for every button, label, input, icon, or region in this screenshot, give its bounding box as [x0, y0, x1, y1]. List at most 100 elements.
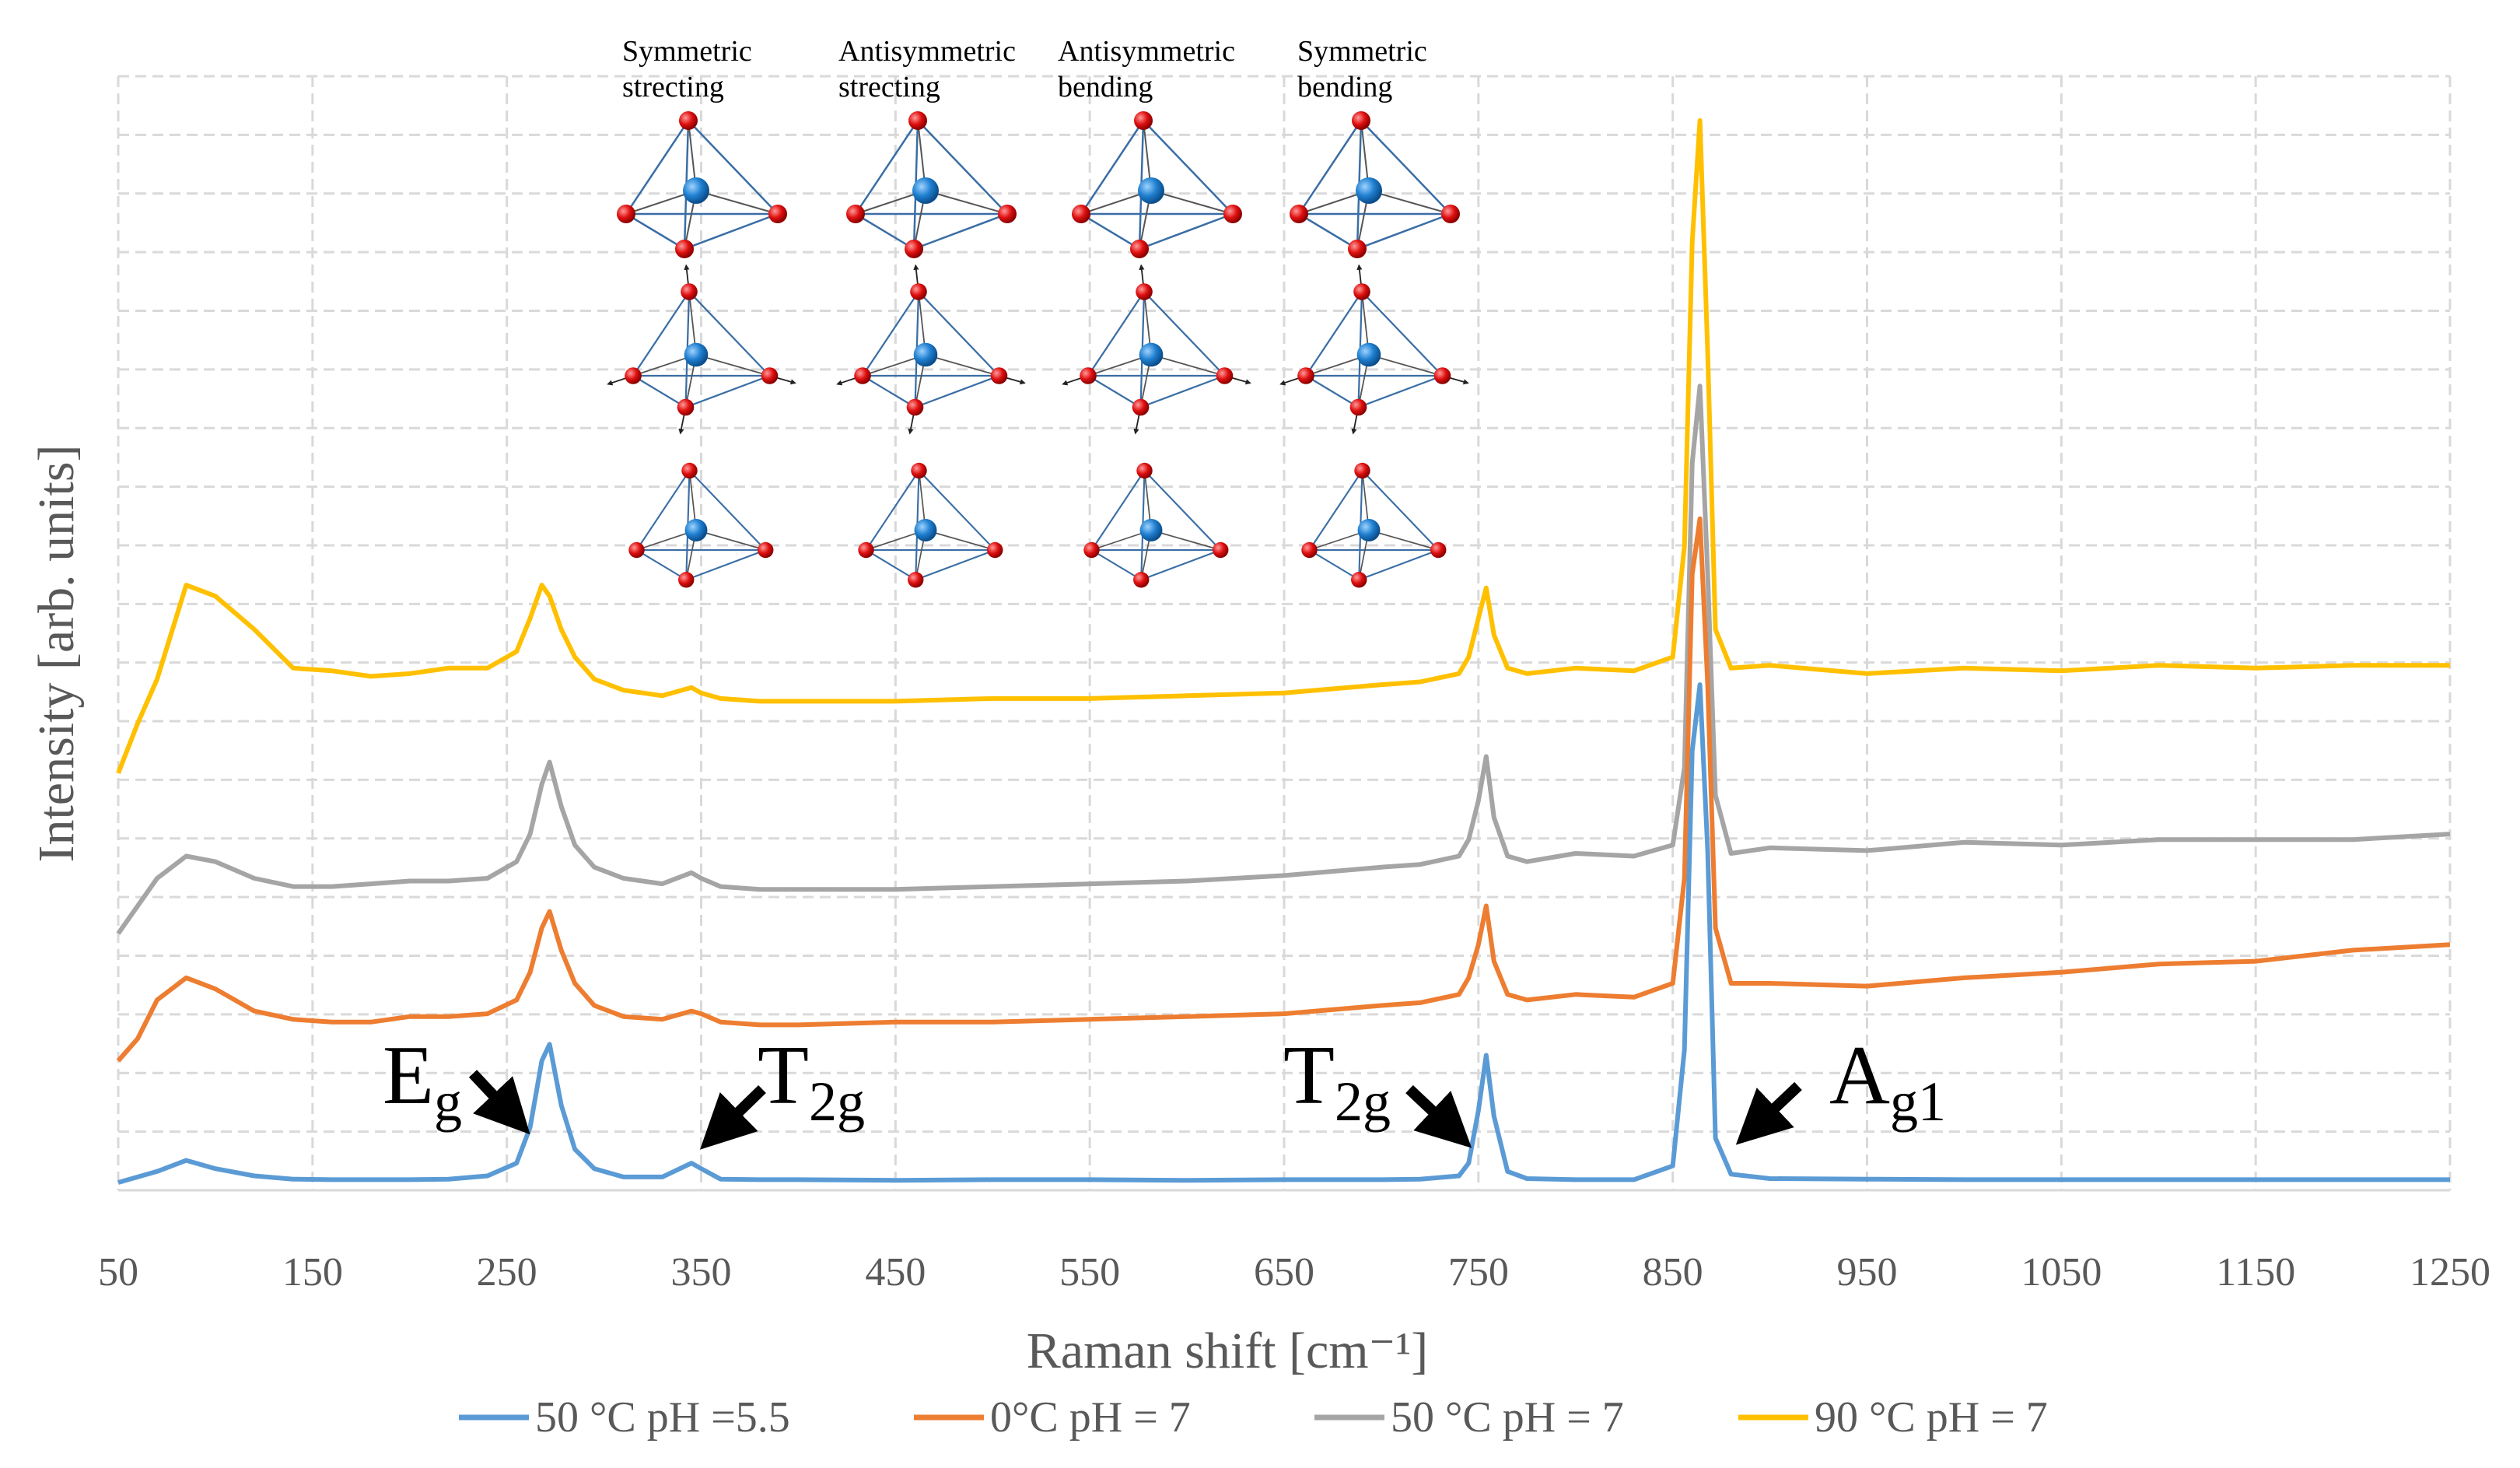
oxygen-atom-icon	[990, 367, 1008, 384]
legend-item: 0°C pH = 7	[914, 1393, 1191, 1442]
bond-line	[1090, 549, 1142, 581]
peak-label-t2g-350: T2g	[699, 1029, 865, 1150]
oxygen-atom-icon	[1213, 541, 1229, 559]
bond-line	[925, 354, 999, 377]
bond-line	[854, 120, 919, 215]
mode-label-2-line2: strecting	[838, 71, 940, 103]
bond-line	[915, 374, 999, 408]
bond-line	[1150, 529, 1221, 551]
mode-label-3-line1: Antisymmetric	[1058, 35, 1235, 68]
bond-line	[632, 375, 687, 408]
tetrahedron-icon	[628, 462, 774, 588]
bond-line	[915, 549, 996, 581]
oxygen-atom-icon	[1216, 367, 1234, 384]
peak-label-eg: Eg	[383, 1029, 530, 1135]
bond-line	[862, 375, 916, 408]
peak-arrow-eg	[468, 1070, 530, 1135]
bond-line	[1150, 190, 1234, 215]
oxygen-atom-icon	[846, 205, 865, 223]
oxygen-atom-icon	[1130, 240, 1149, 258]
legend-label: 90 °C pH = 7	[1815, 1393, 2048, 1442]
bond-line	[1358, 374, 1443, 408]
bond-line	[1143, 291, 1226, 377]
central-atom-icon	[1356, 177, 1382, 204]
central-atom-icon	[912, 177, 939, 204]
oxygen-atom-icon	[987, 541, 1003, 559]
peak-label-ag1-sub: g1	[1890, 1070, 1946, 1133]
oxygen-atom-icon	[681, 283, 698, 300]
peak-label-eg-sub: g	[434, 1070, 462, 1133]
mode-label-4-line2: bending	[1297, 71, 1392, 103]
oxygen-atom-icon	[1433, 367, 1451, 384]
peak-label-t2g-350-main: T	[758, 1029, 809, 1122]
oxygen-atom-icon	[1290, 205, 1308, 223]
central-atom-icon	[913, 342, 938, 367]
oxygen-atom-icon	[1133, 572, 1150, 588]
oxygen-atom-icon	[625, 367, 642, 384]
central-atom-icon	[1139, 342, 1164, 367]
legend-label: 50 °C pH =5.5	[535, 1393, 790, 1442]
grid	[117, 75, 2452, 1192]
tetrahedron-icon	[617, 111, 787, 258]
mode-label-2-line1: Antisymmetric	[838, 35, 1016, 68]
bond-line	[695, 529, 766, 551]
oxygen-atom-icon	[1348, 240, 1367, 258]
central-atom-icon	[1138, 177, 1164, 204]
bond-line	[917, 120, 1008, 215]
oxygen-atom-icon	[1297, 367, 1314, 384]
x-tick-label: 250	[477, 1250, 537, 1295]
oxygen-atom-icon	[1430, 541, 1447, 559]
bond-line	[625, 120, 690, 215]
bond-line	[925, 190, 1008, 215]
legend-item: 50 °C pH =5.5	[459, 1393, 790, 1442]
central-atom-icon	[683, 177, 709, 204]
bond-line	[1297, 120, 1363, 215]
oxygen-atom-icon	[1351, 572, 1367, 588]
legend-label: 0°C pH = 7	[990, 1393, 1191, 1442]
central-atom-icon	[1356, 342, 1381, 367]
legend-item: 50 °C pH = 7	[1314, 1393, 1624, 1442]
x-axis-ticks: 50 150 250 350 450 550 650 750 850 950 1050 1150 125…	[98, 1250, 2490, 1295]
oxygen-atom-icon	[677, 398, 695, 416]
bond-line	[1368, 354, 1443, 377]
bond-line	[1087, 375, 1142, 408]
oxygen-atom-icon	[858, 541, 874, 559]
legend: 50 °C pH =5.5 0°C pH = 7 50 °C pH = 7 90 °C…	[459, 1393, 2048, 1442]
vibration-mode-labels: Symmetric strecting Antisymmetric strect…	[622, 35, 1427, 103]
mode-label-1-line2: strecting	[622, 71, 724, 103]
x-tick-label: 750	[1448, 1250, 1509, 1295]
peak-annotations: Eg T2g T2g Ag1	[383, 1029, 1946, 1150]
bond-line	[1368, 190, 1451, 215]
mode-label-4-line1: Symmetric	[1297, 35, 1427, 68]
bond-line	[635, 549, 687, 581]
oxygen-atom-icon	[854, 367, 871, 384]
series-line-50-c-ph-7	[116, 384, 2451, 935]
bond-line	[865, 549, 916, 581]
oxygen-atom-icon	[906, 398, 924, 416]
oxygen-atom-icon	[1441, 205, 1460, 223]
peak-label-t2g-750: T2g	[1283, 1029, 1472, 1148]
oxygen-atom-icon	[1083, 541, 1100, 559]
series-line-50-c-ph-5-5	[117, 682, 2450, 1185]
bond-line	[1139, 212, 1234, 251]
svg-text:T2g: T2g	[758, 1029, 865, 1133]
x-tick-label: 850	[1643, 1250, 1703, 1295]
oxygen-atom-icon	[1072, 205, 1090, 223]
x-tick-label: 650	[1254, 1250, 1314, 1295]
bond-line	[865, 470, 920, 551]
bond-line	[1360, 120, 1451, 215]
x-tick-label: 150	[282, 1250, 343, 1295]
bond-line	[1308, 470, 1363, 551]
oxygen-atom-icon	[911, 462, 927, 479]
oxygen-atom-icon	[681, 462, 698, 479]
bond-line	[1143, 120, 1234, 215]
tetrahedron-icon	[1290, 111, 1460, 258]
bond-line	[1358, 549, 1439, 581]
bond-line	[688, 291, 771, 377]
oxygen-atom-icon	[1136, 283, 1153, 300]
peak-label-eg-main: E	[383, 1029, 434, 1122]
peak-label-ag1: Ag1	[1735, 1029, 1946, 1145]
bond-line	[1087, 291, 1145, 377]
bond-line	[684, 212, 779, 251]
